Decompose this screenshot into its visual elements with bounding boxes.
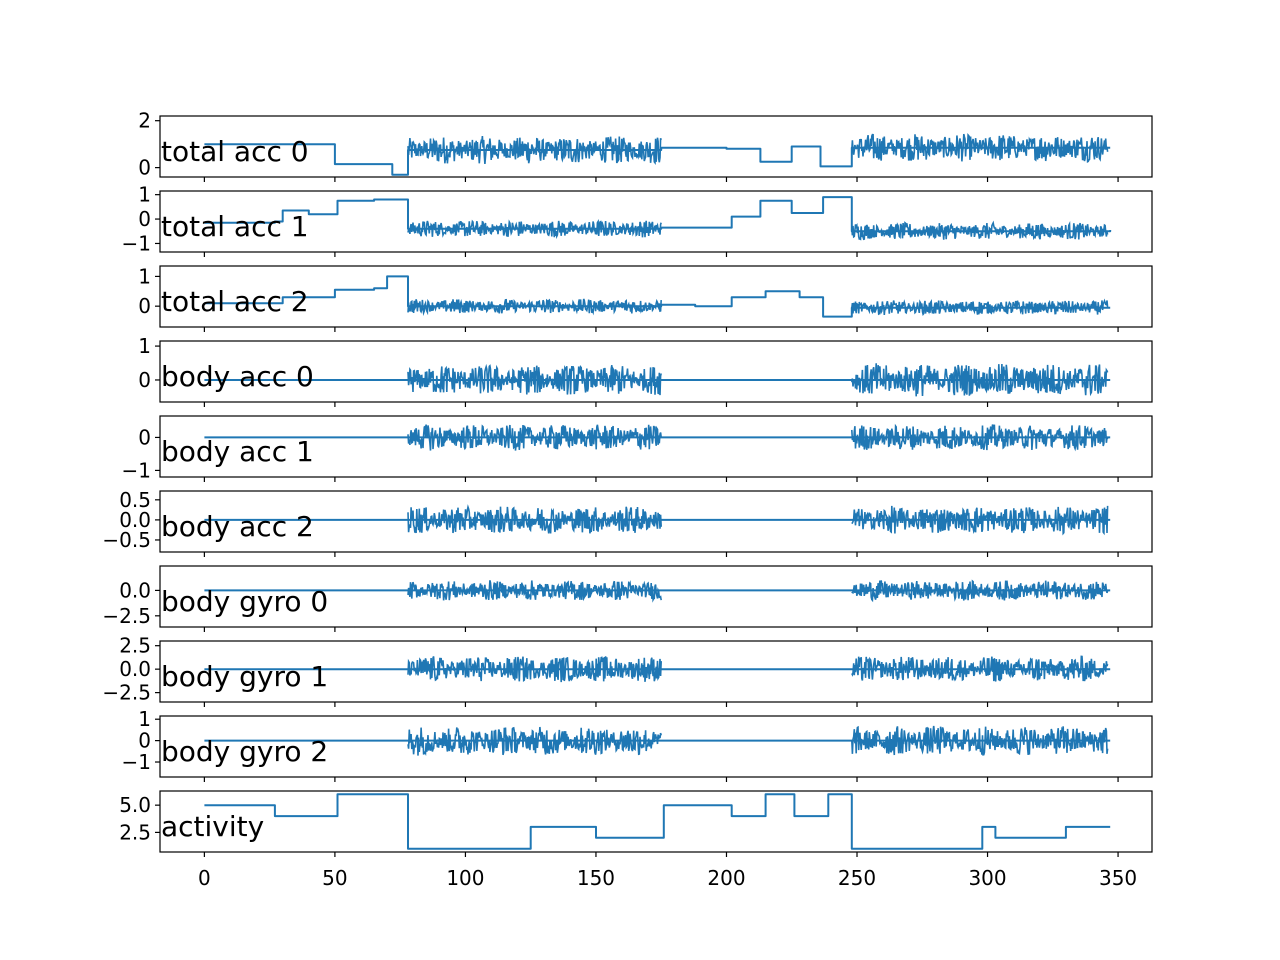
panel-label: body acc 1 xyxy=(161,435,314,468)
subplot-body-gyro-0: −2.50.0 body gyro 0 xyxy=(102,565,1153,632)
y-tick-label: 0 xyxy=(138,425,151,449)
signal-segment-0 xyxy=(407,136,662,165)
y-tick-label: 2 xyxy=(138,109,151,133)
signal-segment-1 xyxy=(851,579,1109,603)
series-line xyxy=(204,793,1111,850)
axes-frame xyxy=(159,415,1153,478)
subplot-body-acc-2: −0.50.00.5 body acc 2 xyxy=(102,488,1153,557)
panel-label: activity xyxy=(161,810,264,843)
subplot-total-acc-1: −101 total acc 1 xyxy=(122,183,1153,257)
y-tick-label: −2.5 xyxy=(102,604,151,628)
signal-segment-0 xyxy=(407,726,662,757)
x-tick-label: 0 xyxy=(198,866,211,890)
y-tick-label: 0.0 xyxy=(119,657,151,681)
subplot-total-acc-0: 0 2 total acc 0 xyxy=(138,109,1153,182)
y-tick-label: 0.0 xyxy=(119,508,151,532)
signal-segment-0 xyxy=(407,298,662,316)
x-tick-label: 50 xyxy=(322,866,347,890)
panel-label: body acc 2 xyxy=(161,510,314,543)
y-tick-label: 0.0 xyxy=(119,578,151,602)
axes-frame xyxy=(159,790,1153,853)
axes-frame xyxy=(159,115,1153,178)
subplot-total-acc-2: 0 1 total acc 2 xyxy=(138,264,1153,332)
axes-frame xyxy=(159,715,1153,778)
y-tick-label: 1 xyxy=(138,707,151,731)
y-tick-label: −0.5 xyxy=(102,528,151,552)
y-tick-label: −1 xyxy=(122,750,151,774)
panel-label: total acc 0 xyxy=(161,135,309,168)
x-tick-label: 100 xyxy=(446,866,484,890)
axes-frame xyxy=(159,640,1153,703)
x-tick-label: 150 xyxy=(577,866,615,890)
panel-label: total acc 1 xyxy=(161,210,309,243)
axes-frame xyxy=(159,190,1153,253)
y-tick-label: 1 xyxy=(138,183,151,207)
signal-segment-1 xyxy=(851,298,1109,316)
panel-label: body gyro 0 xyxy=(161,585,328,618)
subplot-activity: 2.5 5.0 activity xyxy=(119,790,1153,857)
signal-segment-0 xyxy=(407,656,662,683)
y-tick-label: −1 xyxy=(122,458,151,482)
signal-segment-0 xyxy=(407,504,662,534)
y-tick-label: −1 xyxy=(122,231,151,255)
y-tick-label: 0 xyxy=(138,156,151,180)
subplot-body-acc-0: 0 1 body acc 0 xyxy=(138,334,1153,407)
signal-segment-1 xyxy=(851,725,1109,756)
signal-segment-1 xyxy=(851,423,1109,452)
signal-segment-1 xyxy=(851,655,1109,682)
axes-frame xyxy=(159,565,1153,628)
y-tick-label: 0 xyxy=(138,294,151,318)
axes-frame xyxy=(159,265,1153,328)
panel-label: total acc 2 xyxy=(161,285,309,318)
subplot-body-acc-1: −1 0 body acc 1 xyxy=(122,415,1153,482)
y-tick-label: −2.5 xyxy=(102,681,151,705)
y-tick-label: 0 xyxy=(138,207,151,231)
axes-frame xyxy=(159,340,1153,403)
panel-label: body acc 0 xyxy=(161,360,314,393)
signal-segment-1 xyxy=(851,363,1109,397)
signal-segment-1 xyxy=(851,132,1109,163)
signal-segment-0 xyxy=(407,363,662,396)
panel-label: body gyro 1 xyxy=(161,660,328,693)
y-tick-label: 5.0 xyxy=(119,793,151,817)
y-tick-label: 2.5 xyxy=(119,820,151,844)
x-tick-label: 200 xyxy=(707,866,745,890)
y-tick-label: 2.5 xyxy=(119,634,151,658)
y-tick-label: 1 xyxy=(138,264,151,288)
x-tick-label: 300 xyxy=(968,866,1006,890)
signal-segment-0 xyxy=(407,580,662,603)
y-tick-label: 1 xyxy=(138,334,151,358)
signal-segment-1 xyxy=(851,220,1109,241)
series-line xyxy=(204,196,1112,233)
x-tick-label: 250 xyxy=(838,866,876,890)
x-axis: 0 50 100 150 200 250 300 350 xyxy=(198,866,1137,890)
axes-frame xyxy=(159,490,1153,553)
panel-label: body gyro 2 xyxy=(161,735,328,768)
y-tick-label: 0 xyxy=(138,729,151,753)
y-tick-label: 0.5 xyxy=(119,488,151,512)
signal-segment-0 xyxy=(407,424,662,451)
signal-segment-1 xyxy=(851,505,1109,536)
y-tick-label: 0 xyxy=(138,368,151,392)
subplot-body-gyro-1: −2.50.02.5 body gyro 1 xyxy=(102,634,1153,707)
signal-segment-0 xyxy=(407,219,662,240)
x-tick-label: 350 xyxy=(1099,866,1137,890)
series-line xyxy=(204,143,1111,176)
subplot-body-gyro-2: −101 body gyro 2 xyxy=(122,707,1153,782)
